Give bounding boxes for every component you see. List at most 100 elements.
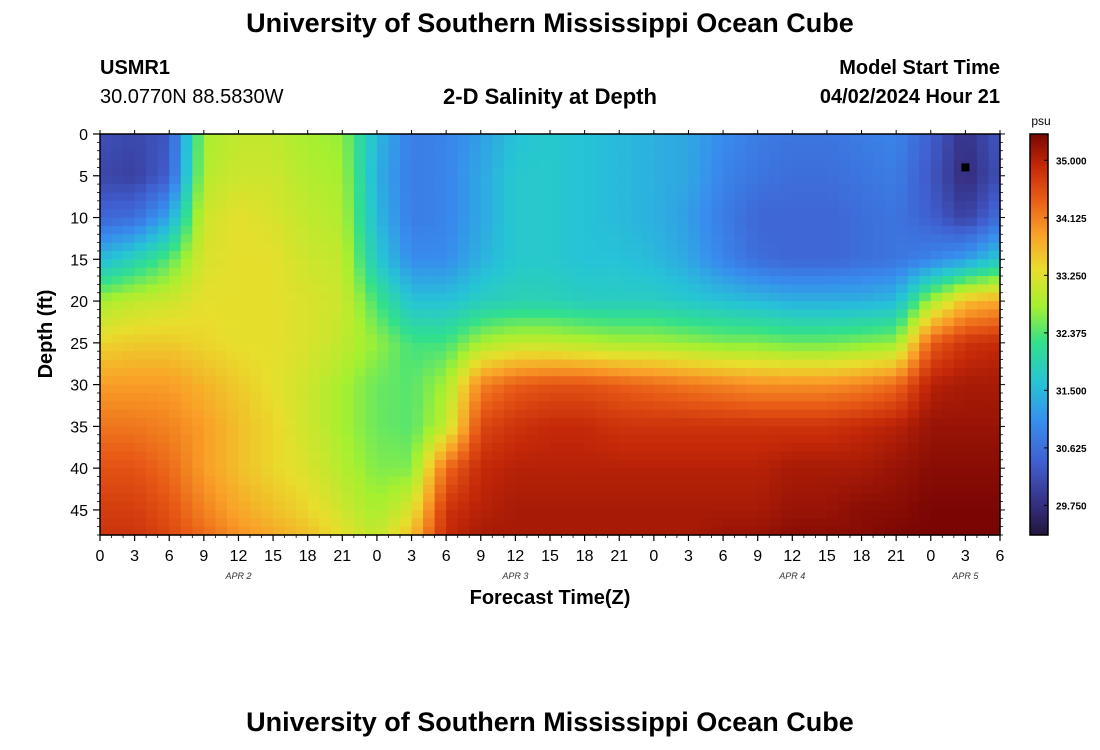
heatmap-cell xyxy=(642,217,655,227)
heatmap-cell xyxy=(111,150,124,160)
heatmap-cell xyxy=(411,409,424,419)
heatmap-cell xyxy=(711,167,724,177)
heatmap-cell xyxy=(642,142,655,152)
heatmap-cell xyxy=(342,443,355,453)
heatmap-cell xyxy=(826,476,840,486)
heatmap-cell xyxy=(111,443,124,453)
heatmap-cell xyxy=(573,509,586,519)
heatmap-cell xyxy=(550,284,563,294)
heatmap-cell xyxy=(665,434,678,444)
heatmap-cell xyxy=(792,384,805,394)
heatmap-cell xyxy=(446,418,459,427)
heatmap-cell xyxy=(319,142,332,152)
heatmap-cell xyxy=(515,167,528,177)
heatmap-cell xyxy=(238,326,251,336)
heatmap-cell xyxy=(873,217,886,227)
heatmap-cell xyxy=(584,493,597,503)
heatmap-cell xyxy=(319,284,332,294)
heatmap-cell xyxy=(561,259,574,269)
heatmap-cell xyxy=(953,376,966,386)
heatmap-cell xyxy=(342,418,355,427)
heatmap-cell xyxy=(238,267,251,277)
heatmap-cell xyxy=(607,518,620,528)
heatmap-cell xyxy=(619,468,632,478)
heatmap-cell xyxy=(203,392,216,402)
heatmap-cell xyxy=(434,159,447,169)
heatmap-cell xyxy=(169,150,182,160)
heatmap-cell xyxy=(642,468,655,478)
heatmap-cell xyxy=(919,443,932,453)
heatmap-cell xyxy=(607,501,620,511)
heatmap-cell xyxy=(976,317,990,327)
heatmap-cell xyxy=(619,493,632,503)
heatmap-cell xyxy=(146,292,159,302)
heatmap-cell xyxy=(538,192,551,202)
heatmap-cell xyxy=(296,367,309,377)
heatmap-cell xyxy=(700,309,713,319)
heatmap-cell xyxy=(503,459,516,469)
heatmap-cell xyxy=(400,234,413,244)
heatmap-cell xyxy=(850,468,863,478)
heatmap-cell xyxy=(746,284,759,294)
heatmap-cell xyxy=(573,267,586,277)
heatmap-cell xyxy=(653,159,666,169)
heatmap-cell xyxy=(573,351,586,361)
heatmap-cell xyxy=(388,326,401,336)
heatmap-cell xyxy=(469,468,482,478)
heatmap-cell xyxy=(792,401,805,411)
heatmap-cell xyxy=(561,476,574,486)
heatmap-cell xyxy=(561,434,574,444)
heatmap-cell xyxy=(619,317,632,327)
heatmap-cell xyxy=(792,359,805,369)
heatmap-cell xyxy=(134,409,147,419)
heatmap-cell xyxy=(711,342,724,352)
heatmap-cell xyxy=(584,150,597,160)
heatmap-cell xyxy=(400,518,413,528)
x-tick-label: 6 xyxy=(996,548,1005,565)
heatmap-cell xyxy=(711,376,724,386)
heatmap-cell xyxy=(792,451,805,461)
heatmap-cell xyxy=(792,167,805,177)
heatmap-cell xyxy=(376,134,390,143)
heatmap-cell xyxy=(757,192,770,202)
heatmap-cell xyxy=(746,526,759,536)
heatmap-cell xyxy=(284,468,297,478)
heatmap-cell xyxy=(480,501,493,511)
heatmap-cell xyxy=(653,292,666,302)
heatmap-cell xyxy=(169,284,182,294)
heatmap-cell xyxy=(630,159,643,169)
heatmap-cell xyxy=(365,317,378,327)
heatmap-cell xyxy=(826,134,840,143)
heatmap-cell xyxy=(250,276,263,285)
heatmap-cell xyxy=(953,301,966,311)
heatmap-cell xyxy=(930,376,943,386)
heatmap-cell xyxy=(100,509,113,519)
heatmap-cell xyxy=(388,317,401,327)
heatmap-cell xyxy=(676,443,690,453)
heatmap-cell xyxy=(792,351,805,361)
heatmap-cell xyxy=(296,200,309,210)
colorbar-tick-label: 29.750 xyxy=(1056,501,1087,512)
heatmap-cell xyxy=(815,493,828,503)
heatmap-cell xyxy=(538,317,551,327)
heatmap-cell xyxy=(515,326,528,336)
heatmap-cell xyxy=(215,459,228,469)
heatmap-cell xyxy=(584,509,597,519)
heatmap-cell xyxy=(353,301,366,311)
heatmap-cell xyxy=(815,418,828,427)
heatmap-cell xyxy=(446,192,459,202)
heatmap-cell xyxy=(700,526,713,536)
heatmap-cell xyxy=(780,418,793,427)
heatmap-cell xyxy=(157,317,170,327)
heatmap-cell xyxy=(273,209,286,219)
heatmap-cell xyxy=(803,459,816,469)
heatmap-cell xyxy=(550,317,563,327)
heatmap-cell xyxy=(815,367,828,377)
heatmap-cell xyxy=(653,518,666,528)
heatmap-cell xyxy=(665,443,678,453)
heatmap-cell xyxy=(630,384,643,394)
heatmap-cell xyxy=(388,259,401,269)
heatmap-cell xyxy=(769,426,782,436)
heatmap-cell xyxy=(250,217,263,227)
